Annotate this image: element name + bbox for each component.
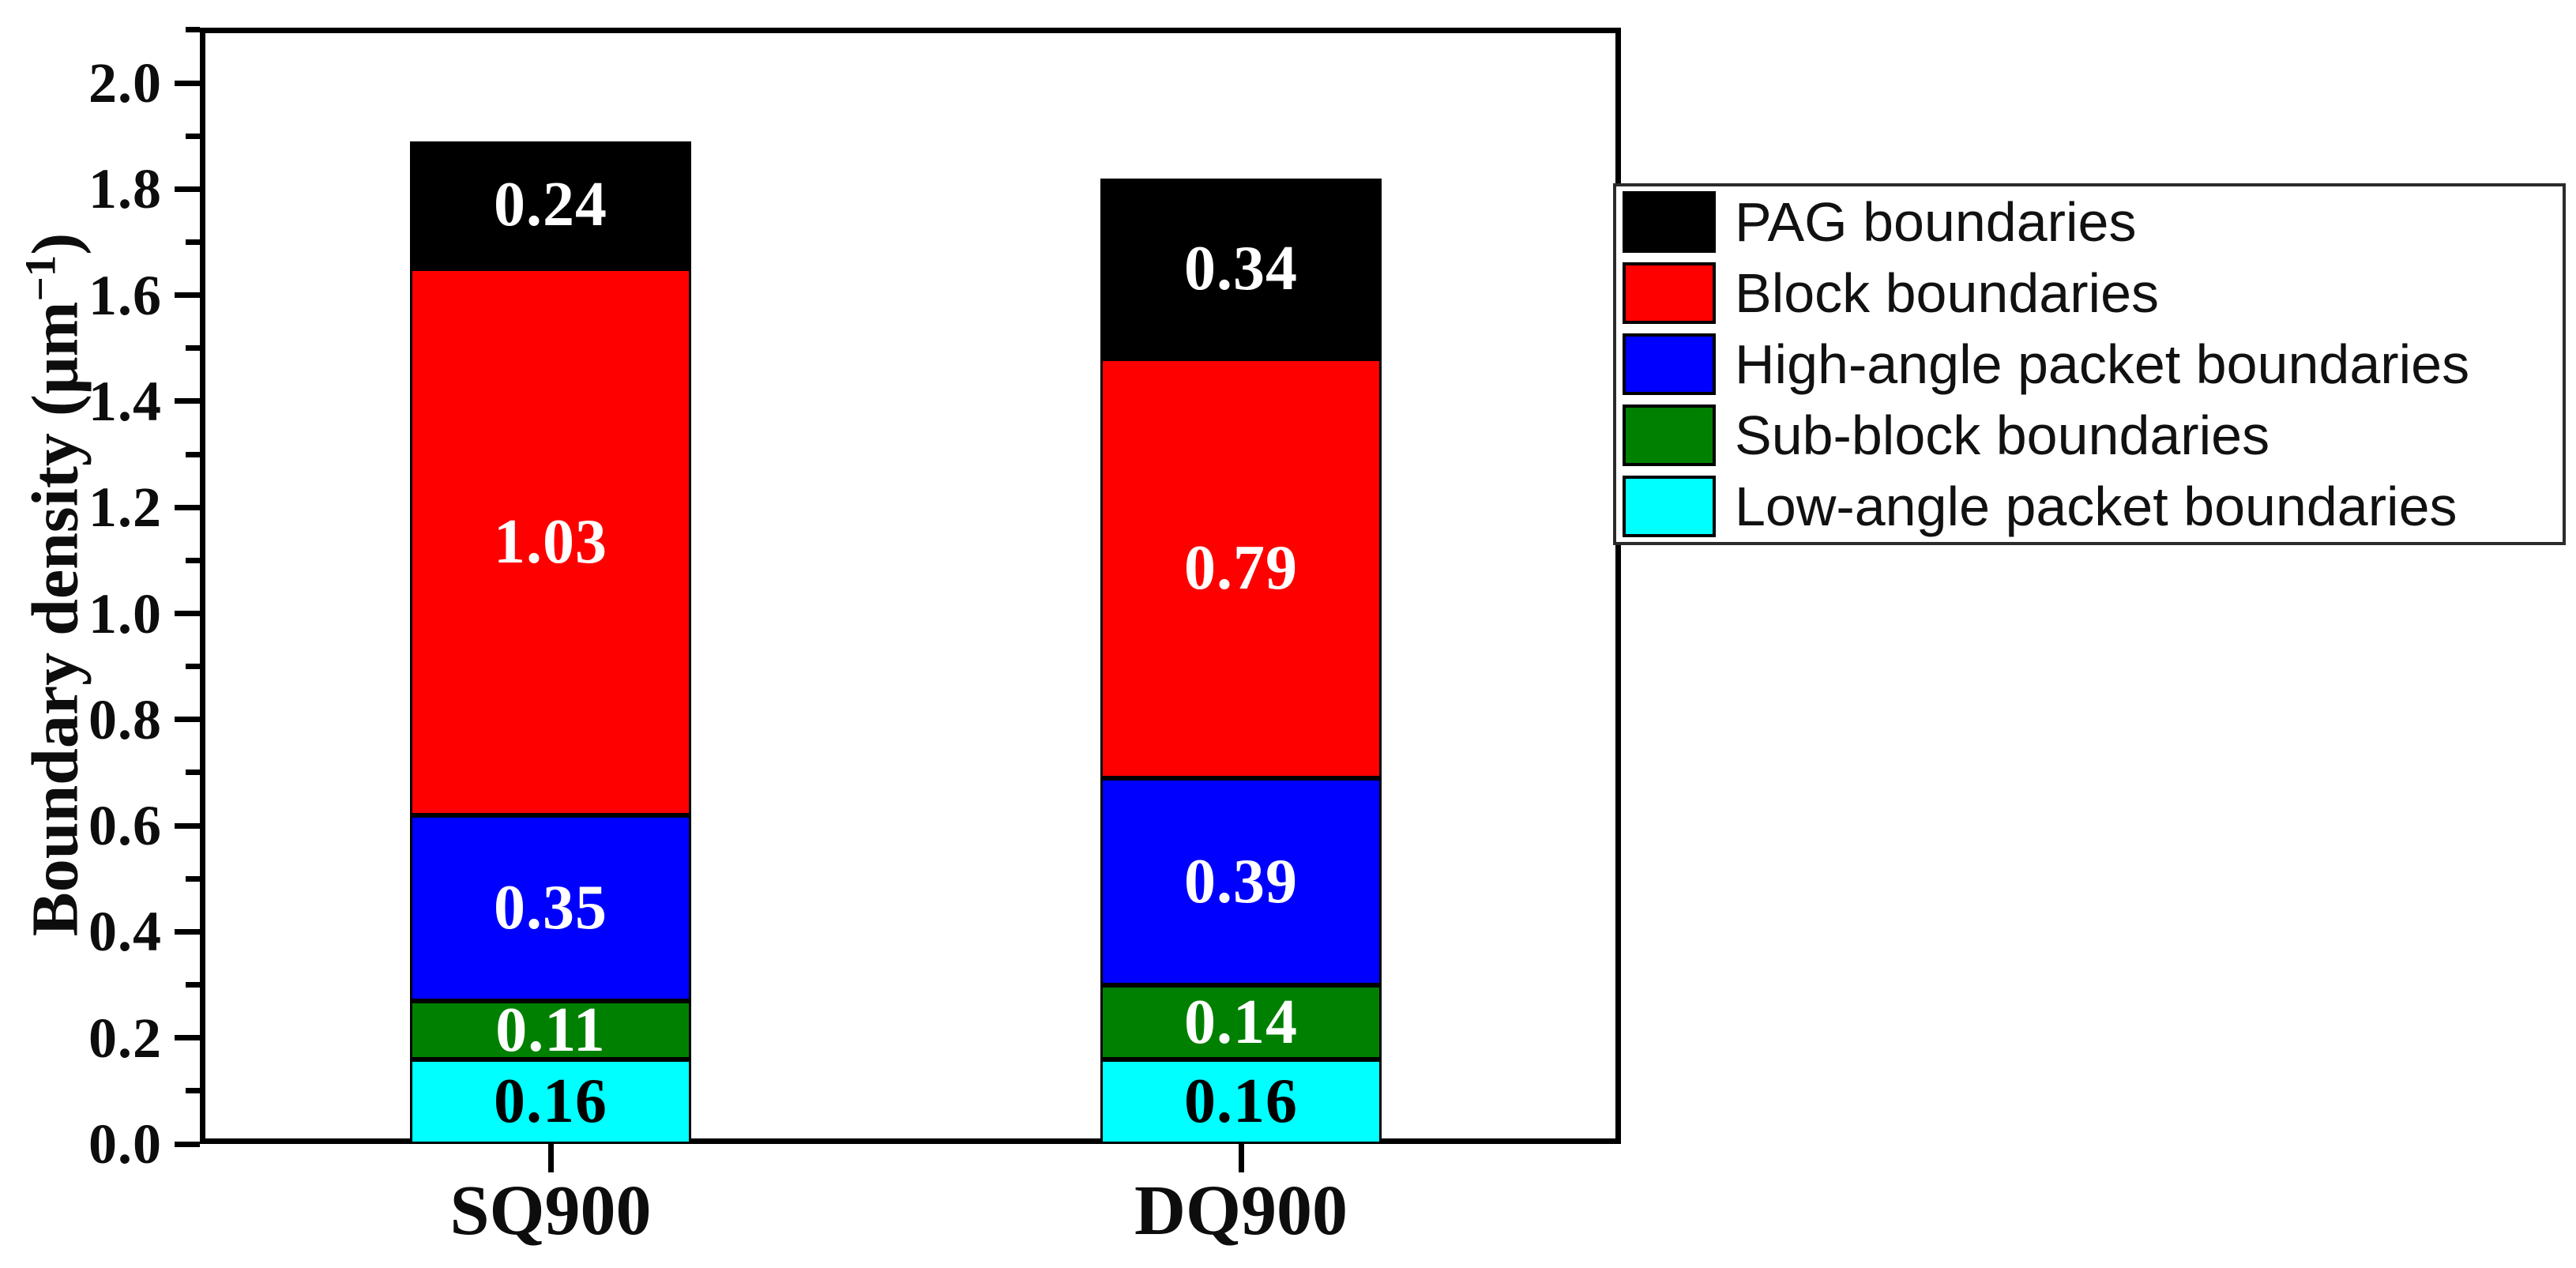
y-major-tick (175, 504, 200, 510)
legend-swatch (1623, 476, 1716, 537)
legend-swatch (1623, 262, 1716, 324)
y-tick-label: 1.4 (88, 369, 162, 433)
legend-row: PAG boundaries (1616, 186, 2563, 258)
y-tick-label: 0.8 (88, 687, 162, 751)
legend-row: High-angle packet boundaries (1616, 329, 2563, 400)
legend-swatch (1623, 191, 1716, 253)
bar-segment: 0.11 (410, 995, 691, 1065)
y-minor-tick (186, 982, 200, 988)
y-major-tick (175, 186, 200, 192)
bar-value-label: 0.24 (494, 170, 607, 240)
bar-segment: 0.39 (1100, 777, 1382, 985)
legend-label: Low-angle packet boundaries (1735, 476, 2458, 537)
bar-segment: 0.14 (1100, 984, 1382, 1059)
bar-value-label: 1.03 (494, 506, 607, 577)
category-label: DQ900 (1134, 1172, 1348, 1250)
y-tick-label: 0.4 (88, 900, 162, 964)
legend-label: High-angle packet boundaries (1735, 333, 2470, 395)
y-tick-label: 1.2 (88, 476, 162, 540)
y-minor-tick (186, 769, 200, 776)
y-minor-tick (186, 557, 200, 563)
y-minor-tick (186, 664, 200, 670)
y-major-tick (175, 717, 200, 723)
y-minor-tick (186, 239, 200, 245)
bar-value-label: 0.35 (494, 873, 607, 943)
y-tick-label: 0.2 (88, 1006, 162, 1070)
bar-segment: 1.03 (410, 269, 691, 815)
y-major-tick (175, 1141, 200, 1147)
bar-segment: 0.16 (410, 1059, 691, 1144)
y-major-tick (175, 292, 200, 299)
legend-row: Block boundaries (1616, 258, 2563, 329)
bar-segment: 0.34 (1100, 178, 1382, 359)
x-tick (1238, 1144, 1244, 1172)
bar-value-label: 0.16 (1184, 1067, 1298, 1137)
legend-label: Block boundaries (1735, 262, 2159, 324)
bar-value-label: 0.11 (495, 995, 606, 1065)
bar-value-label: 0.16 (494, 1067, 607, 1137)
x-tick (547, 1144, 554, 1172)
legend-row: Low-angle packet boundaries (1616, 471, 2563, 542)
bar-value-label: 0.39 (1184, 846, 1298, 916)
bar-segment: 0.16 (1100, 1059, 1382, 1144)
y-minor-tick (186, 27, 200, 33)
category-label: SQ900 (449, 1172, 652, 1250)
legend-swatch (1623, 404, 1716, 466)
y-major-tick (175, 611, 200, 616)
legend-label: Sub-block boundaries (1735, 404, 2270, 466)
bar-value-label: 0.79 (1184, 533, 1298, 604)
y-major-tick (175, 822, 200, 829)
y-minor-tick (186, 1088, 200, 1094)
y-major-tick (175, 1035, 200, 1041)
y-minor-tick (186, 345, 200, 352)
bar-value-label: 0.34 (1184, 234, 1298, 303)
y-tick-label: 0.0 (88, 1112, 162, 1176)
legend-swatch (1623, 333, 1716, 395)
legend-label: PAG boundaries (1735, 191, 2137, 253)
bar-value-label: 0.14 (1184, 987, 1298, 1057)
y-tick-label: 0.6 (88, 794, 162, 858)
y-axis-title-close: ) (18, 232, 92, 255)
y-minor-tick (186, 875, 200, 882)
y-minor-tick (186, 133, 200, 139)
y-tick-label: 2.0 (88, 51, 162, 115)
bar-segment: 0.35 (410, 815, 691, 1001)
y-major-tick (175, 928, 200, 935)
y-tick-label: 1.6 (88, 263, 162, 327)
bar-segment: 0.24 (410, 141, 691, 269)
y-tick-label: 1.0 (88, 581, 162, 645)
y-minor-tick (186, 451, 200, 457)
y-major-tick (175, 398, 200, 404)
legend-box: PAG boundaries Block boundaries High-angle… (1613, 183, 2566, 545)
legend-row: Sub-block boundaries (1616, 400, 2563, 471)
y-major-tick (175, 80, 200, 86)
y-tick-label: 1.8 (88, 157, 162, 221)
bar-segment: 0.79 (1100, 359, 1382, 778)
